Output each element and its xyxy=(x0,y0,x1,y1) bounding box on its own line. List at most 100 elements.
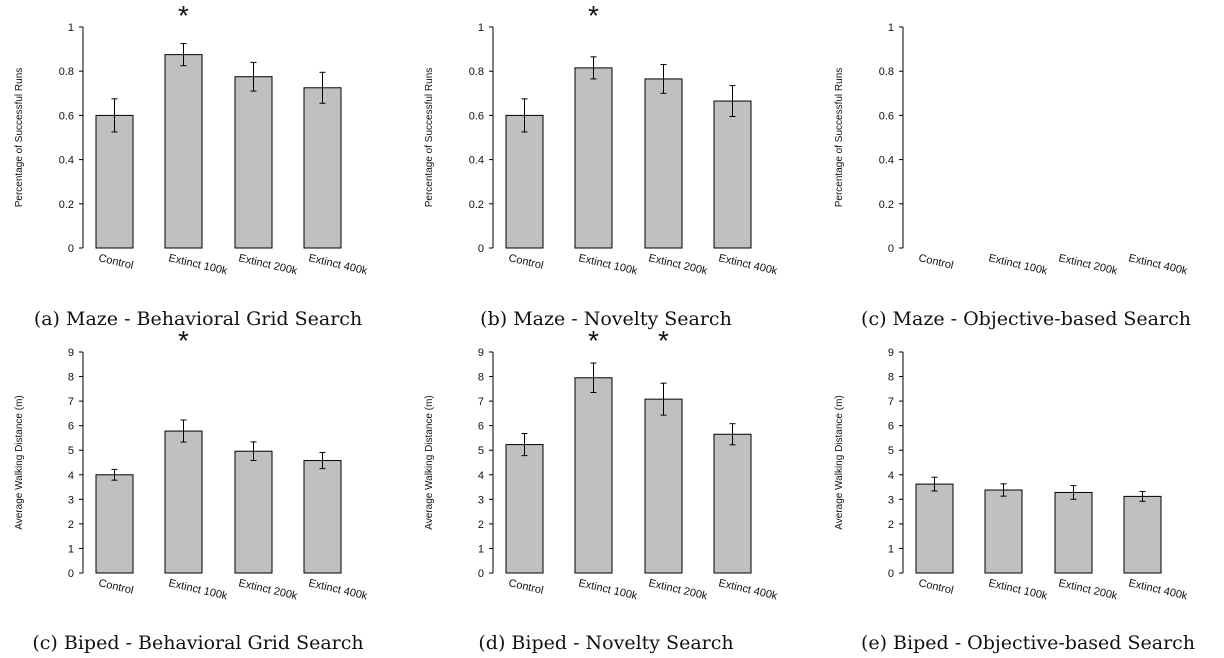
y-tick-label: 6 xyxy=(478,421,484,433)
category-label: Control xyxy=(97,577,134,597)
y-axis-label: Percentage of Successful Runs xyxy=(834,68,845,208)
bar xyxy=(984,489,1023,574)
y-tick-label: 0.4 xyxy=(469,155,484,167)
bar xyxy=(164,54,203,249)
y-tick-label: 0.6 xyxy=(469,110,484,122)
bar xyxy=(713,433,752,574)
bar xyxy=(234,450,273,574)
significance-marker: * xyxy=(588,0,599,31)
bar xyxy=(95,114,134,249)
chart-caption: (c) Biped - Behavioral Grid Search xyxy=(32,632,363,654)
y-tick-label: 4 xyxy=(478,470,484,482)
chart-caption: (e) Biped - Objective-based Search xyxy=(861,632,1195,654)
bar xyxy=(915,483,954,574)
chart-caption: (a) Maze - Behavioral Grid Search xyxy=(34,308,362,330)
y-tick-label: 8 xyxy=(478,372,484,384)
y-tick-label: 4 xyxy=(888,470,894,482)
significance-marker: * xyxy=(658,325,669,356)
y-tick-label: 1 xyxy=(888,22,894,34)
category-label: Control xyxy=(917,577,954,597)
y-tick-label: 0 xyxy=(478,243,484,255)
y-tick-label: 3 xyxy=(888,494,894,506)
y-tick-label: 2 xyxy=(478,519,484,531)
y-tick-label: 5 xyxy=(478,445,484,457)
chart-caption: (c) Maze - Objective-based Search xyxy=(861,308,1191,330)
chart-panel-3: 0 0.2 0.4 0.6 0.8 1 Percentage of Successful R… xyxy=(834,22,1191,330)
chart-panel-1: 0 0.2 0.4 0.6 0.8 1 Percentage of Successful R… xyxy=(14,0,369,330)
category-label: Extinct 200k xyxy=(237,252,299,277)
category-label: Extinct 100k xyxy=(167,577,229,602)
y-tick-label: 0 xyxy=(478,568,484,580)
significance-marker: * xyxy=(178,325,189,356)
y-axis-label: Percentage of Successful Runs xyxy=(14,68,25,208)
y-tick-label: 0.2 xyxy=(879,199,894,211)
y-tick-label: 0 xyxy=(888,568,894,580)
y-tick-label: 9 xyxy=(888,347,894,359)
y-tick-label: 0.2 xyxy=(59,199,74,211)
bar xyxy=(164,430,203,574)
y-axis-label: Percentage of Successful Runs xyxy=(424,68,435,208)
y-tick-label: 5 xyxy=(68,445,74,457)
category-label: Extinct 400k xyxy=(717,577,779,602)
category-label: Extinct 400k xyxy=(717,252,779,277)
category-label: Extinct 400k xyxy=(1127,252,1189,277)
bar xyxy=(303,460,342,574)
bar xyxy=(644,398,683,574)
category-label: Extinct 100k xyxy=(987,577,1049,602)
bar xyxy=(505,114,544,249)
y-tick-label: 2 xyxy=(888,519,894,531)
y-tick-label: 1 xyxy=(888,543,894,555)
significance-marker: * xyxy=(178,0,189,31)
y-tick-label: 1 xyxy=(478,543,484,555)
category-label: Extinct 400k xyxy=(307,252,369,277)
y-tick-label: 0 xyxy=(888,243,894,255)
bar xyxy=(713,100,752,249)
y-tick-label: 6 xyxy=(68,421,74,433)
y-tick-label: 1 xyxy=(478,22,484,34)
y-tick-label: 4 xyxy=(68,470,74,482)
category-label: Extinct 100k xyxy=(577,252,639,277)
category-label: Control xyxy=(507,577,544,597)
category-label: Extinct 200k xyxy=(1057,252,1119,277)
y-tick-label: 1 xyxy=(68,22,74,34)
category-label: Extinct 200k xyxy=(647,577,709,602)
bar xyxy=(505,444,544,574)
category-label: Extinct 400k xyxy=(307,577,369,602)
y-tick-label: 3 xyxy=(68,494,74,506)
bar xyxy=(574,67,613,249)
significance-marker: * xyxy=(588,325,599,356)
y-tick-label: 7 xyxy=(478,396,484,408)
category-label: Control xyxy=(97,252,134,272)
category-label: Extinct 100k xyxy=(167,252,229,277)
y-tick-label: 7 xyxy=(888,396,894,408)
y-tick-label: 0 xyxy=(68,568,74,580)
y-tick-label: 0.6 xyxy=(59,110,74,122)
y-tick-label: 0.8 xyxy=(59,66,74,78)
category-label: Extinct 400k xyxy=(1127,577,1189,602)
bar xyxy=(95,474,134,574)
chart-panel-6: 0 1 2 3 4 5 6 7 8 9 Average Walking Distance (m) Co… xyxy=(834,347,1195,654)
bar xyxy=(1123,495,1162,574)
y-tick-label: 0.4 xyxy=(879,155,894,167)
y-tick-label: 8 xyxy=(68,372,74,384)
y-tick-label: 0.8 xyxy=(879,66,894,78)
chart-panel-4: 0 1 2 3 4 5 6 7 8 9 Average Walking Distance (m) Co… xyxy=(14,325,369,654)
y-tick-label: 0.2 xyxy=(469,199,484,211)
category-label: Extinct 200k xyxy=(1057,577,1119,602)
bar xyxy=(1054,491,1093,574)
category-label: Extinct 100k xyxy=(577,577,639,602)
bar xyxy=(234,76,273,249)
bar xyxy=(574,377,613,574)
bar xyxy=(644,78,683,249)
y-tick-label: 0.8 xyxy=(469,66,484,78)
y-tick-label: 9 xyxy=(478,347,484,359)
y-axis-label: Average Walking Distance (m) xyxy=(834,395,845,530)
bar xyxy=(303,87,342,249)
y-tick-label: 8 xyxy=(888,372,894,384)
y-tick-label: 3 xyxy=(478,494,484,506)
category-label: Extinct 200k xyxy=(237,577,299,602)
category-label: Extinct 100k xyxy=(987,252,1049,277)
y-tick-label: 0.6 xyxy=(879,110,894,122)
y-tick-label: 5 xyxy=(888,445,894,457)
